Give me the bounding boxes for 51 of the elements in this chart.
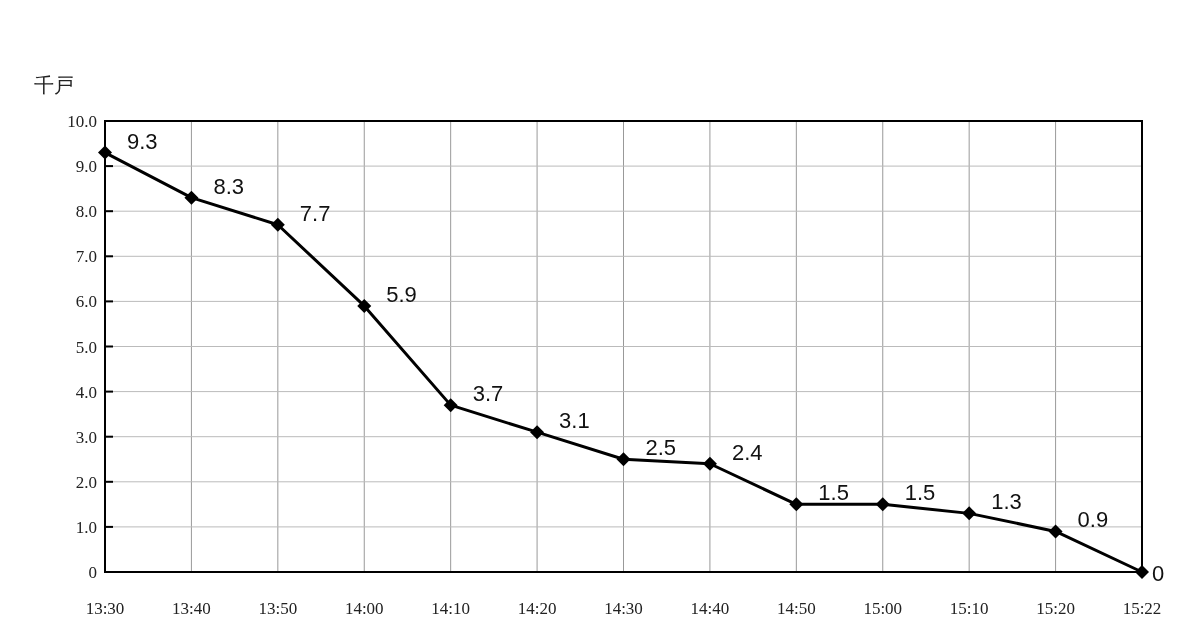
point <box>1135 565 1149 579</box>
y-tick-label: 10.0 <box>67 112 97 131</box>
data-label: 1.3 <box>991 489 1022 515</box>
data-label: 3.7 <box>472 381 504 407</box>
x-tick-label: 14:30 <box>604 599 643 618</box>
point <box>789 497 804 512</box>
y-tick-label: 3.0 <box>75 427 97 447</box>
y-axis-title: 千戸 <box>34 74 74 96</box>
x-tick-label: 14:10 <box>431 599 471 618</box>
point <box>98 145 112 160</box>
y-tick-label: 0 <box>88 563 97 582</box>
data-label: 1.5 <box>904 480 936 506</box>
data-label: 7.7 <box>299 200 331 226</box>
point <box>875 497 890 512</box>
x-tick-label: 13:30 <box>85 599 125 618</box>
x-tick-label: 14:40 <box>690 599 730 618</box>
x-tick-label: 15:20 <box>1036 599 1075 618</box>
x-tick-label: 13:40 <box>172 599 211 618</box>
y-tick-label: 8.0 <box>75 202 97 222</box>
data-label: 5.9 <box>386 281 417 307</box>
point <box>702 456 717 471</box>
point <box>443 398 458 413</box>
y-tick-label: 9.0 <box>75 157 97 177</box>
point <box>530 425 545 440</box>
y-tick-label: 2.0 <box>75 472 97 492</box>
data-label: 3.1 <box>559 408 590 434</box>
x-tick-label: 15:00 <box>863 599 903 618</box>
x-tick-label: 14:00 <box>344 599 384 618</box>
y-tick-label: 7.0 <box>75 247 97 267</box>
data-label: 0.9 <box>1077 507 1109 533</box>
data-label: 0 <box>1152 561 1165 586</box>
y-tick-label: 6.0 <box>75 292 97 312</box>
y-tick-label: 4.0 <box>75 382 97 402</box>
point <box>616 452 631 467</box>
data-label: 8.3 <box>213 173 245 199</box>
data-label: 2.5 <box>645 435 677 461</box>
x-tick-label: 15:10 <box>949 599 989 618</box>
x-tick-label: 14:20 <box>517 599 557 618</box>
x-tick-label: 13:50 <box>258 599 298 618</box>
point <box>357 298 372 313</box>
y-tick-label: 1.0 <box>75 517 97 537</box>
point <box>1048 524 1063 539</box>
point <box>270 217 285 232</box>
data-label: 2.4 <box>731 439 763 465</box>
x-tick-label: 15:22 <box>1122 599 1162 618</box>
point <box>184 190 199 205</box>
data-label: 9.3 <box>127 128 158 154</box>
y-tick-label: 5.0 <box>75 337 97 357</box>
data-label: 1.5 <box>818 480 849 506</box>
x-tick-label: 14:50 <box>776 599 816 618</box>
point <box>962 506 977 521</box>
